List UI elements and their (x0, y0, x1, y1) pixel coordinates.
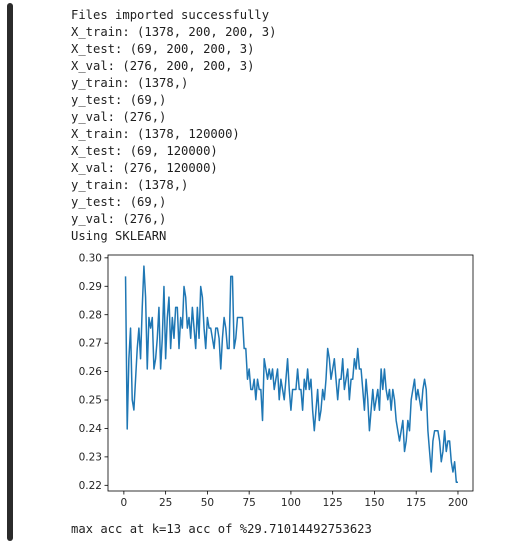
y-tick-label: 0.29 (79, 281, 102, 293)
output-line: y_test: (69,) (71, 93, 167, 107)
output-line: X_train: (1378, 200, 200, 3) (71, 25, 277, 39)
y-tick-label: 0.24 (79, 423, 103, 435)
output-line: X_test: (69, 120000) (71, 144, 218, 158)
output-line: X_train: (1378, 120000) (71, 127, 240, 141)
x-tick-label: 150 (364, 497, 384, 509)
output-line: y_val: (276,) (71, 110, 167, 124)
result-line: max acc at k=13 acc of %29.7101449275362… (71, 522, 372, 536)
output-line: X_test: (69, 200, 200, 3) (71, 42, 255, 56)
output-line: Files imported successfully (71, 8, 270, 22)
output-line: y_train: (1378,) (71, 178, 189, 192)
plot-frame (107, 254, 474, 492)
y-tick-label: 0.22 (79, 480, 102, 492)
output-line: Using SKLEARN (71, 229, 167, 243)
x-tick-label: 100 (281, 497, 301, 509)
output-line: X_val: (276, 200, 200, 3) (71, 59, 255, 73)
cell-output: Files imported successfully X_train: (13… (71, 7, 511, 245)
y-tick-label: 0.25 (79, 395, 102, 407)
accuracy-plot: 0.22 0.23 0.24 0.25 0.26 0.27 0.28 0.29 0.30 0 25 5… (58, 246, 488, 518)
y-tick-label: 0.30 (79, 252, 102, 264)
cell-selection-bar (7, 3, 13, 541)
output-line: X_val: (276, 120000) (71, 161, 218, 175)
y-tick-label: 0.28 (79, 309, 102, 321)
y-tick-label: 0.23 (79, 451, 102, 463)
x-tick-label: 50 (201, 497, 214, 509)
x-tick-label: 75 (242, 497, 255, 509)
y-tick-label: 0.27 (79, 338, 102, 350)
x-tick-label: 25 (159, 497, 172, 509)
x-tick-label: 200 (448, 497, 468, 509)
output-line: y_val: (276,) (71, 212, 167, 226)
x-tick-label: 0 (121, 497, 128, 509)
accuracy-line-chart: 0.22 0.23 0.24 0.25 0.26 0.27 0.28 0.29 0.30 0 25 5… (79, 252, 474, 509)
x-tick-label: 125 (323, 497, 343, 509)
y-tick-label: 0.26 (79, 366, 103, 378)
x-tick-label: 175 (406, 497, 426, 509)
accuracy-series-line (124, 265, 458, 483)
output-line: y_test: (69,) (71, 195, 167, 209)
output-line: y_train: (1378,) (71, 76, 189, 90)
